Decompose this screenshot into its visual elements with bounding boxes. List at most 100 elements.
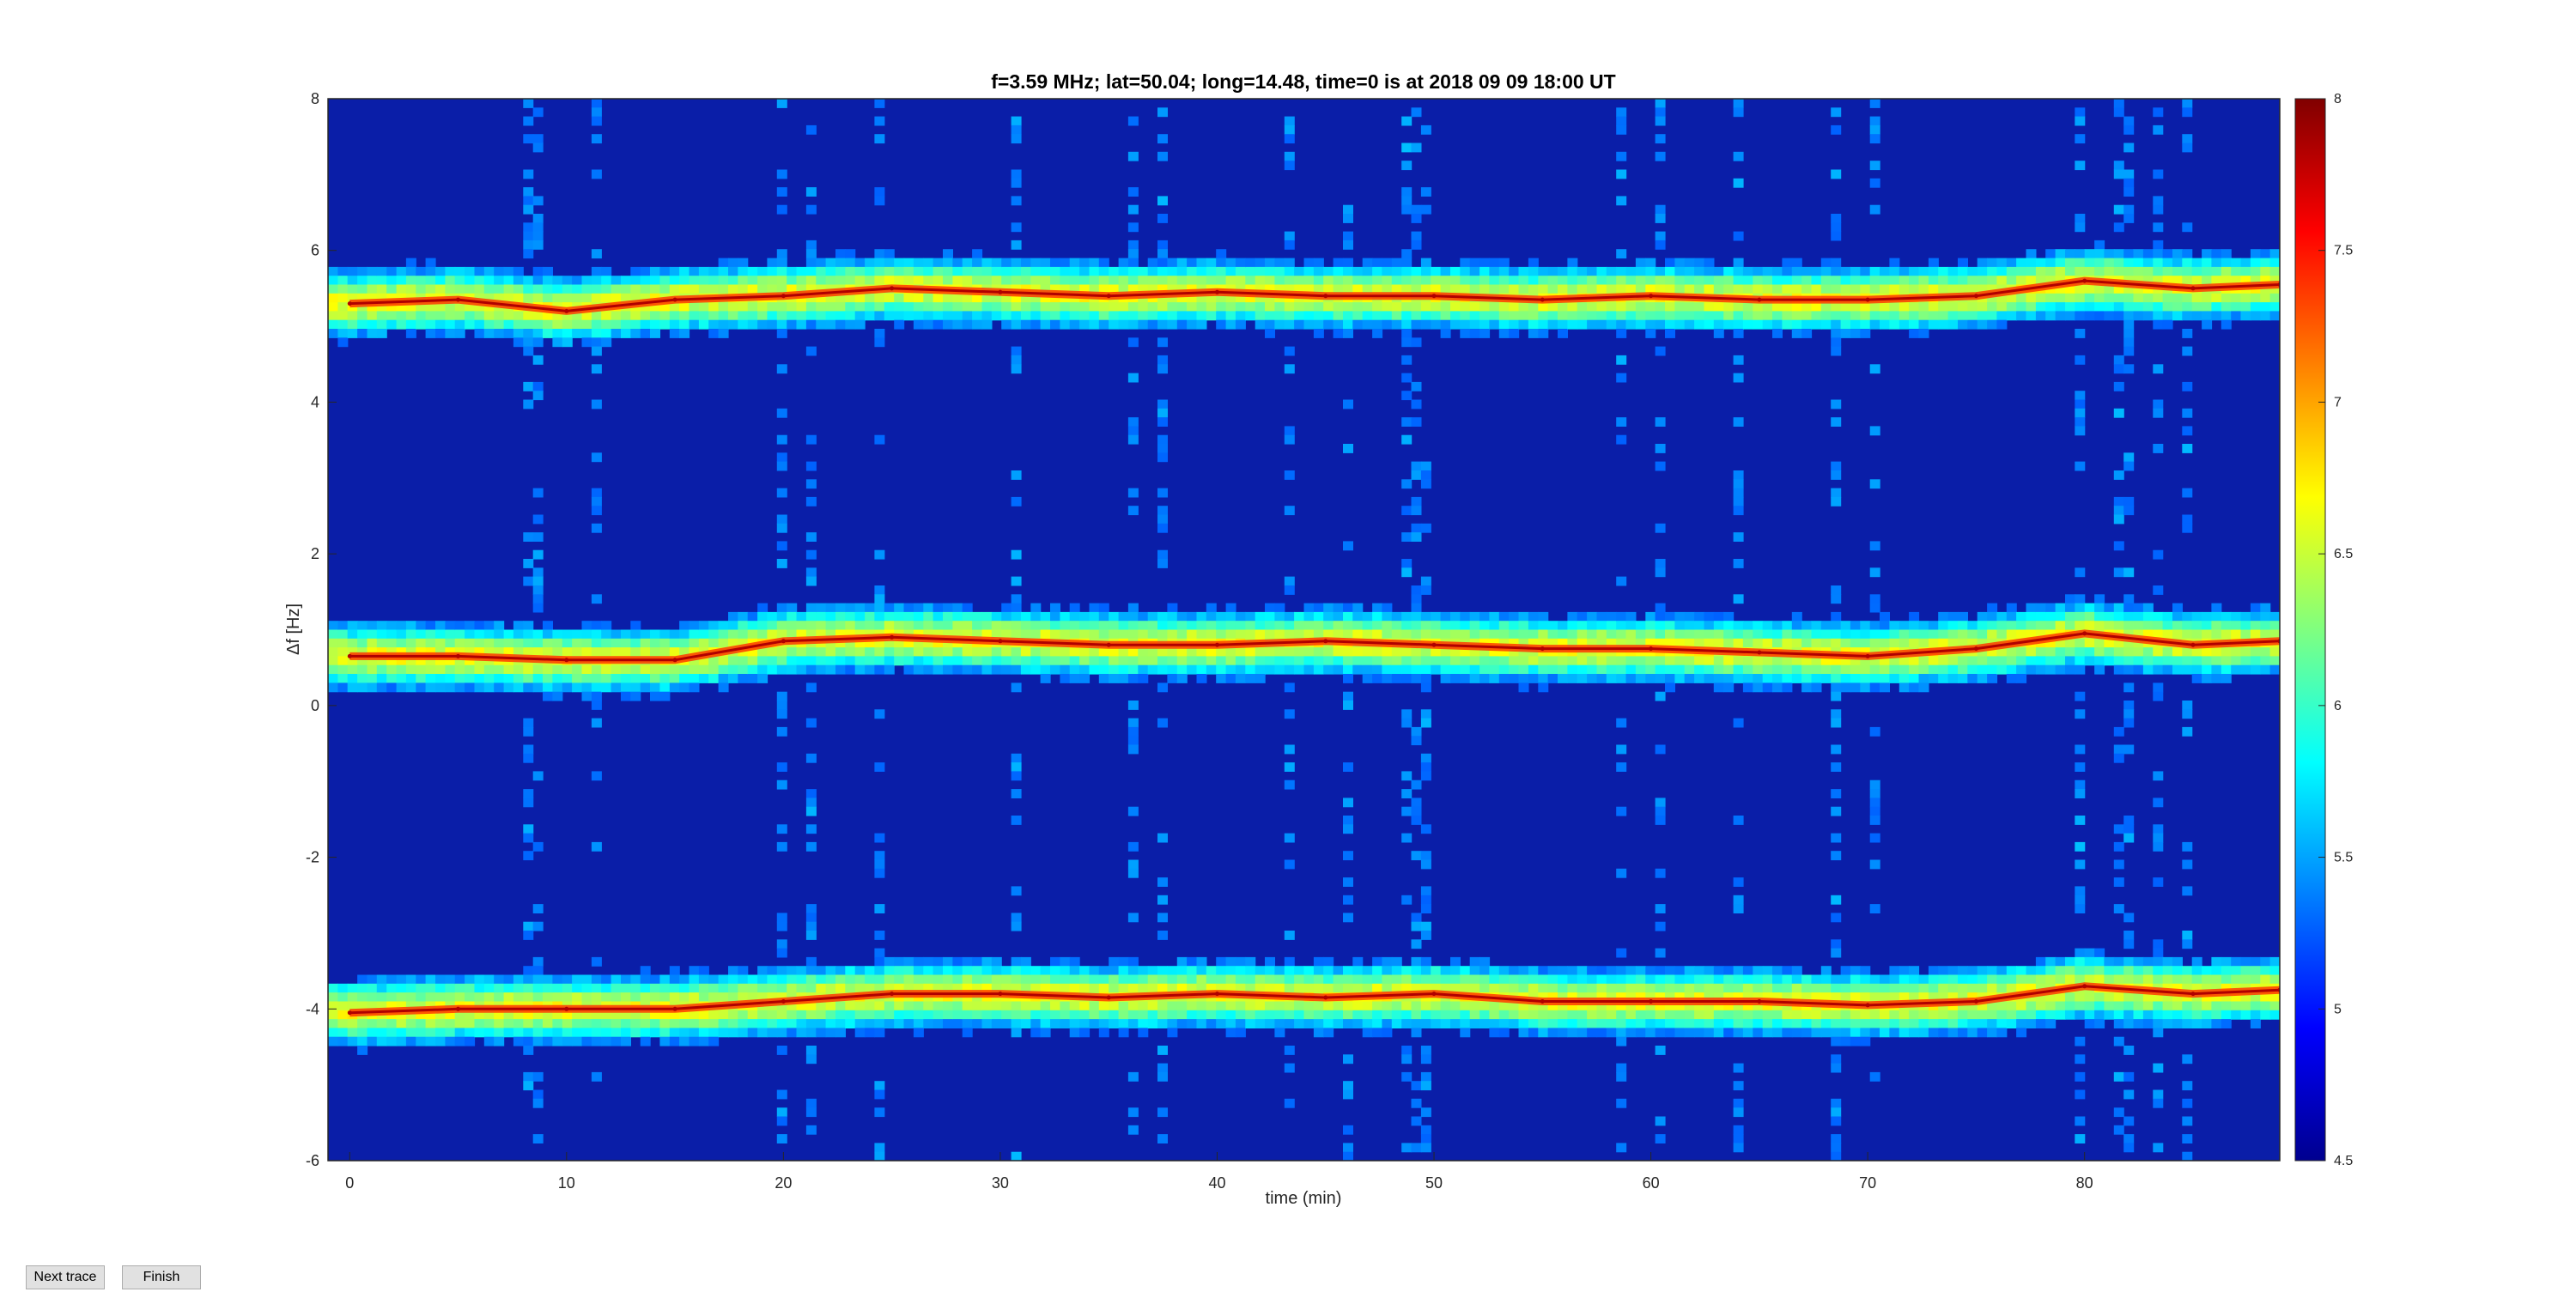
heatmap-cell bbox=[1265, 258, 1275, 268]
heatmap-cell bbox=[367, 682, 378, 693]
heatmap-cell bbox=[1831, 1107, 1842, 1118]
heatmap-cell bbox=[1011, 134, 1022, 144]
heatmap-cell bbox=[1518, 629, 1529, 640]
heatmap-cell bbox=[1645, 983, 1656, 993]
heatmap-cell bbox=[640, 266, 651, 276]
heatmap-cell bbox=[1635, 284, 1646, 294]
heatmap-cell bbox=[445, 629, 456, 640]
heatmap-cell bbox=[1742, 621, 1753, 631]
heatmap-cell bbox=[1011, 258, 1022, 268]
heatmap-cell bbox=[1176, 611, 1188, 622]
heatmap-cell bbox=[1323, 276, 1334, 286]
heatmap-cell bbox=[2006, 293, 2017, 303]
heatmap-cell bbox=[1127, 488, 1139, 498]
heatmap-cell bbox=[1791, 664, 1802, 675]
heatmap-cell bbox=[1733, 470, 1744, 480]
heatmap-cell bbox=[1274, 664, 1285, 675]
heatmap-cell bbox=[562, 992, 573, 1002]
heatmap-cell bbox=[562, 337, 573, 348]
heatmap-cell bbox=[1713, 1010, 1724, 1020]
heatmap-cell bbox=[1469, 266, 1480, 276]
heatmap-cell bbox=[972, 983, 983, 993]
heatmap-cell bbox=[835, 1001, 846, 1011]
heatmap-cell bbox=[903, 611, 914, 622]
heatmap-cell bbox=[2006, 603, 2017, 613]
heatmap-cell bbox=[523, 240, 534, 250]
heatmap-cell bbox=[1782, 1028, 1793, 1038]
heatmap-cell bbox=[1831, 744, 1842, 755]
heatmap-cell bbox=[1665, 974, 1675, 985]
heatmap-cell bbox=[2104, 293, 2115, 303]
heatmap-cell bbox=[1899, 992, 1910, 1002]
heatmap-cell bbox=[1947, 674, 1959, 683]
heatmap-cell bbox=[1840, 302, 1851, 312]
heatmap-cell bbox=[630, 311, 641, 321]
heatmap-cell bbox=[1069, 966, 1080, 976]
heatmap-cell bbox=[845, 1019, 856, 1028]
heatmap-cell bbox=[1157, 293, 1168, 303]
heatmap-cell bbox=[1372, 284, 1383, 294]
heatmap-cell bbox=[1918, 276, 1929, 286]
heatmap-cell bbox=[1157, 514, 1168, 525]
heatmap-cell bbox=[1127, 1001, 1139, 1011]
heatmap-cell bbox=[708, 621, 720, 631]
heatmap-cell bbox=[1469, 956, 1480, 967]
heatmap-cell bbox=[591, 364, 602, 374]
heatmap-cell bbox=[483, 319, 495, 330]
heatmap-cell bbox=[532, 1134, 544, 1143]
heatmap-cell bbox=[523, 337, 534, 348]
heatmap-cell bbox=[884, 276, 895, 286]
heatmap-cell bbox=[1411, 240, 1422, 250]
heatmap-cell bbox=[1733, 629, 1744, 640]
heatmap-cell bbox=[1157, 1046, 1168, 1055]
heatmap-cell bbox=[1820, 974, 1832, 985]
heatmap-cell bbox=[1011, 1001, 1022, 1011]
heatmap-cell bbox=[698, 674, 709, 683]
heatmap-cell bbox=[1060, 621, 1071, 631]
heatmap-cell bbox=[2035, 258, 2046, 268]
heatmap-cell bbox=[2026, 249, 2037, 259]
heatmap-cell bbox=[347, 629, 358, 640]
heatmap-cell bbox=[669, 1036, 680, 1046]
heatmap-cell bbox=[1772, 629, 1783, 640]
heatmap-cell bbox=[572, 329, 583, 338]
heatmap-cell bbox=[1547, 966, 1558, 976]
heatmap-cell bbox=[1030, 611, 1042, 622]
heatmap-cell bbox=[1431, 656, 1442, 666]
heatmap-cell bbox=[1450, 1001, 1461, 1011]
heatmap-cell bbox=[523, 231, 534, 241]
heatmap-cell bbox=[1987, 974, 1998, 985]
heatmap-cell bbox=[1274, 621, 1285, 631]
heatmap-cell bbox=[1420, 611, 1431, 622]
heatmap-cell bbox=[1118, 674, 1129, 683]
heatmap-cell bbox=[943, 638, 953, 648]
heatmap-cell bbox=[1791, 266, 1802, 276]
heatmap-cell bbox=[435, 284, 446, 294]
heatmap-cell bbox=[1742, 1019, 1753, 1028]
heatmap-cell bbox=[1001, 266, 1012, 276]
heatmap-cell bbox=[1196, 674, 1207, 683]
heatmap-cell bbox=[1411, 611, 1422, 622]
heatmap-cell bbox=[611, 1019, 622, 1028]
heatmap-cell bbox=[972, 266, 983, 276]
heatmap-cell bbox=[532, 1028, 544, 1038]
heatmap-cell bbox=[923, 266, 934, 276]
heatmap-cell bbox=[776, 99, 787, 108]
heatmap-cell bbox=[1411, 143, 1422, 153]
heatmap-cell bbox=[2123, 187, 2135, 197]
heatmap-cell bbox=[454, 682, 465, 693]
heatmap-cell bbox=[1343, 691, 1353, 701]
heatmap-cell bbox=[503, 329, 514, 338]
heatmap-cell bbox=[1831, 1028, 1842, 1038]
heatmap-cell bbox=[1742, 302, 1753, 312]
heatmap-cell bbox=[1577, 992, 1588, 1002]
heatmap-cell bbox=[2094, 966, 2105, 976]
heatmap-cell bbox=[1265, 329, 1275, 338]
heatmap-cell bbox=[1616, 983, 1627, 993]
heatmap-cell bbox=[1762, 664, 1773, 675]
heatmap-cell bbox=[337, 983, 349, 993]
heatmap-cell bbox=[1372, 319, 1383, 330]
heatmap-cell bbox=[747, 647, 758, 657]
heatmap-cell bbox=[767, 664, 778, 675]
heatmap-cell bbox=[933, 647, 944, 657]
